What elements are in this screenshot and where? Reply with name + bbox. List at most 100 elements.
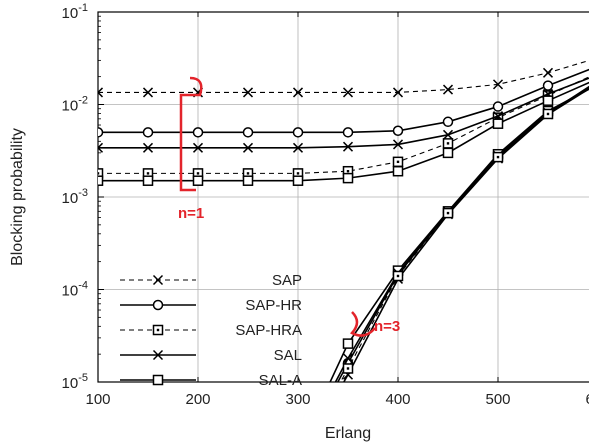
y-tick-base: 10 (62, 283, 79, 300)
data-point-dot (496, 155, 500, 159)
data-point (192, 175, 204, 186)
series-sap-hra (98, 76, 589, 179)
data-point (342, 353, 354, 364)
data-point (192, 142, 204, 153)
legend-entry-sal: SAL (120, 347, 302, 364)
y-tick-exponent: -5 (78, 372, 88, 384)
series-sal-a (98, 81, 589, 186)
data-point (152, 299, 164, 311)
y-tick-exponent: -3 (78, 187, 88, 199)
legend-entry-sap: SAP (120, 272, 302, 289)
series-curve-7 (329, 88, 589, 382)
series-sap (98, 59, 589, 98)
y-tick-label: 10-1 (62, 2, 88, 22)
x-tick-label: 500 (485, 391, 510, 408)
annotation-n3: n=3 (374, 318, 400, 335)
x-tick-label: 600 (585, 391, 589, 408)
data-point-dot (396, 160, 400, 164)
data-point-dot (396, 274, 400, 278)
data-point-dot (146, 172, 150, 175)
data-point (192, 127, 204, 138)
y-tick-base: 10 (62, 98, 79, 115)
data-point (392, 165, 404, 177)
data-point (342, 172, 354, 184)
data-point (242, 142, 254, 153)
y-tick-label: 10-3 (62, 187, 88, 207)
annotation-n1: n=1 (178, 205, 204, 222)
data-point (542, 95, 554, 106)
data-point-dot (296, 172, 300, 175)
n3-bracket (349, 311, 376, 337)
grid (98, 12, 589, 382)
series-line (342, 87, 589, 382)
data-point (142, 142, 154, 153)
y-axis: 10-510-410-310-210-1 (62, 2, 104, 392)
data-point (342, 338, 354, 349)
data-point (292, 127, 304, 138)
annotations: n=1 n=3 (178, 76, 400, 337)
y-tick-exponent: -2 (78, 95, 88, 107)
data-point-dot (446, 211, 450, 215)
data-point (98, 87, 104, 98)
y-tick-base: 10 (62, 375, 79, 392)
y-tick-label: 10-5 (62, 372, 88, 392)
data-point (392, 139, 404, 150)
data-point-dot (246, 172, 250, 175)
data-point (242, 87, 254, 98)
data-point (342, 127, 354, 138)
legend-label: SAL-A (259, 372, 302, 389)
data-point (98, 142, 104, 153)
data-point (442, 147, 454, 159)
data-point (292, 142, 304, 153)
y-axis-label: Blocking probability (9, 128, 26, 266)
legend-label: SAP-HRA (235, 322, 302, 339)
data-point (292, 87, 304, 98)
x-axis: 100 200 300 400 500 600 (85, 12, 589, 408)
legend-entry-sap-hra: SAP-HRA (120, 322, 302, 339)
series-curve-6 (342, 87, 589, 382)
data-point-dot (196, 172, 200, 175)
data-point (152, 374, 164, 386)
y-tick-label: 10-4 (62, 280, 88, 300)
series-line (98, 77, 589, 149)
y-tick-label: 10-2 (62, 95, 88, 115)
series-curve-5 (336, 85, 589, 382)
legend-label: SAP (272, 272, 302, 289)
data-point-dot (546, 112, 550, 116)
data-point (392, 87, 404, 98)
series-line (98, 59, 589, 93)
series-line (98, 76, 589, 174)
data-point (542, 67, 554, 78)
data-point (342, 141, 354, 152)
data-point (442, 116, 454, 128)
data-point (98, 168, 104, 179)
series-curve-8 (334, 86, 589, 382)
y-tick-exponent: -1 (78, 2, 88, 14)
y-tick-base: 10 (62, 190, 79, 207)
data-point (98, 175, 104, 186)
legend-entry-sal-a: SAL-A (120, 372, 302, 389)
data-point (492, 101, 504, 112)
series-line (98, 68, 589, 134)
data-point (242, 175, 254, 186)
legend: SAP SAP-HR SAP-HRA SAL SAL-A (120, 272, 302, 389)
y-tick-exponent: -4 (78, 280, 88, 292)
data-point (142, 127, 154, 138)
data-point (442, 129, 454, 140)
data-point (492, 79, 504, 90)
series-sap-hr (98, 68, 589, 138)
data-point (242, 127, 254, 138)
data-point (442, 84, 454, 95)
data-point (292, 175, 304, 186)
data-point-dot (446, 142, 450, 145)
data-point (542, 80, 554, 91)
y-tick-base: 10 (62, 5, 79, 22)
x-tick-label: 400 (385, 391, 410, 408)
x-tick-label: 100 (85, 391, 110, 408)
n1-bracket (179, 76, 203, 192)
data-point-dot (496, 116, 500, 119)
data-point-dot (156, 328, 160, 332)
series-curve-9 (339, 87, 589, 382)
legend-label: SAL (274, 347, 302, 364)
